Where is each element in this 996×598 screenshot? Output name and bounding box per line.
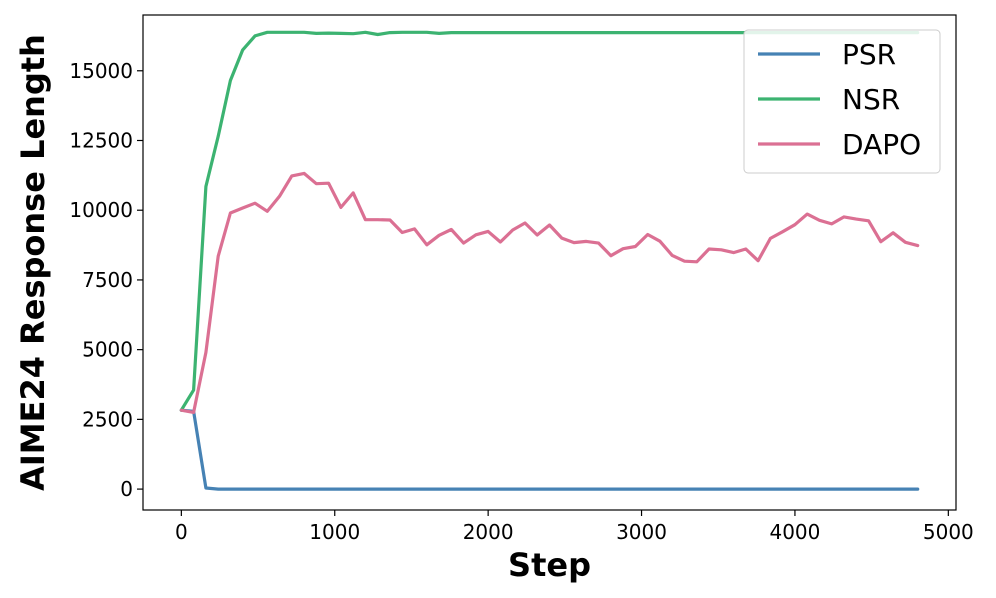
x-axis-label: Step [508,546,591,584]
y-tick-label: 10000 [69,198,133,222]
x-tick-label: 2000 [463,520,514,544]
x-tick-label: 4000 [769,520,820,544]
x-tick-label: 3000 [616,520,667,544]
y-axis-label: AIME24 Response Length [14,34,52,491]
x-tick-label: 0 [175,520,188,544]
legend-box [743,29,941,174]
x-tick-label: 5000 [923,520,974,544]
y-tick-label: 0 [120,477,133,501]
series-line-psr [179,408,920,491]
legend-label-dapo: DAPO [842,128,921,161]
y-tick-label: 15000 [69,59,133,83]
x-tick-label: 1000 [309,520,360,544]
series-line-dapo [179,171,920,414]
legend: PSR NSR DAPO [743,29,941,174]
y-tick-label: 7500 [82,268,133,292]
y-tick-label: 5000 [82,338,133,362]
legend-label-nsr: NSR [842,83,900,116]
y-tick-label: 12500 [69,128,133,152]
legend-label-psr: PSR [842,38,896,71]
y-tick-label: 2500 [82,407,133,431]
plot-frame [142,14,957,511]
y-axis-ticks: 0 2500 5000 7500 10000 12500 15000 [69,59,143,501]
x-axis-ticks: 0 1000 2000 3000 4000 5000 [175,510,974,544]
